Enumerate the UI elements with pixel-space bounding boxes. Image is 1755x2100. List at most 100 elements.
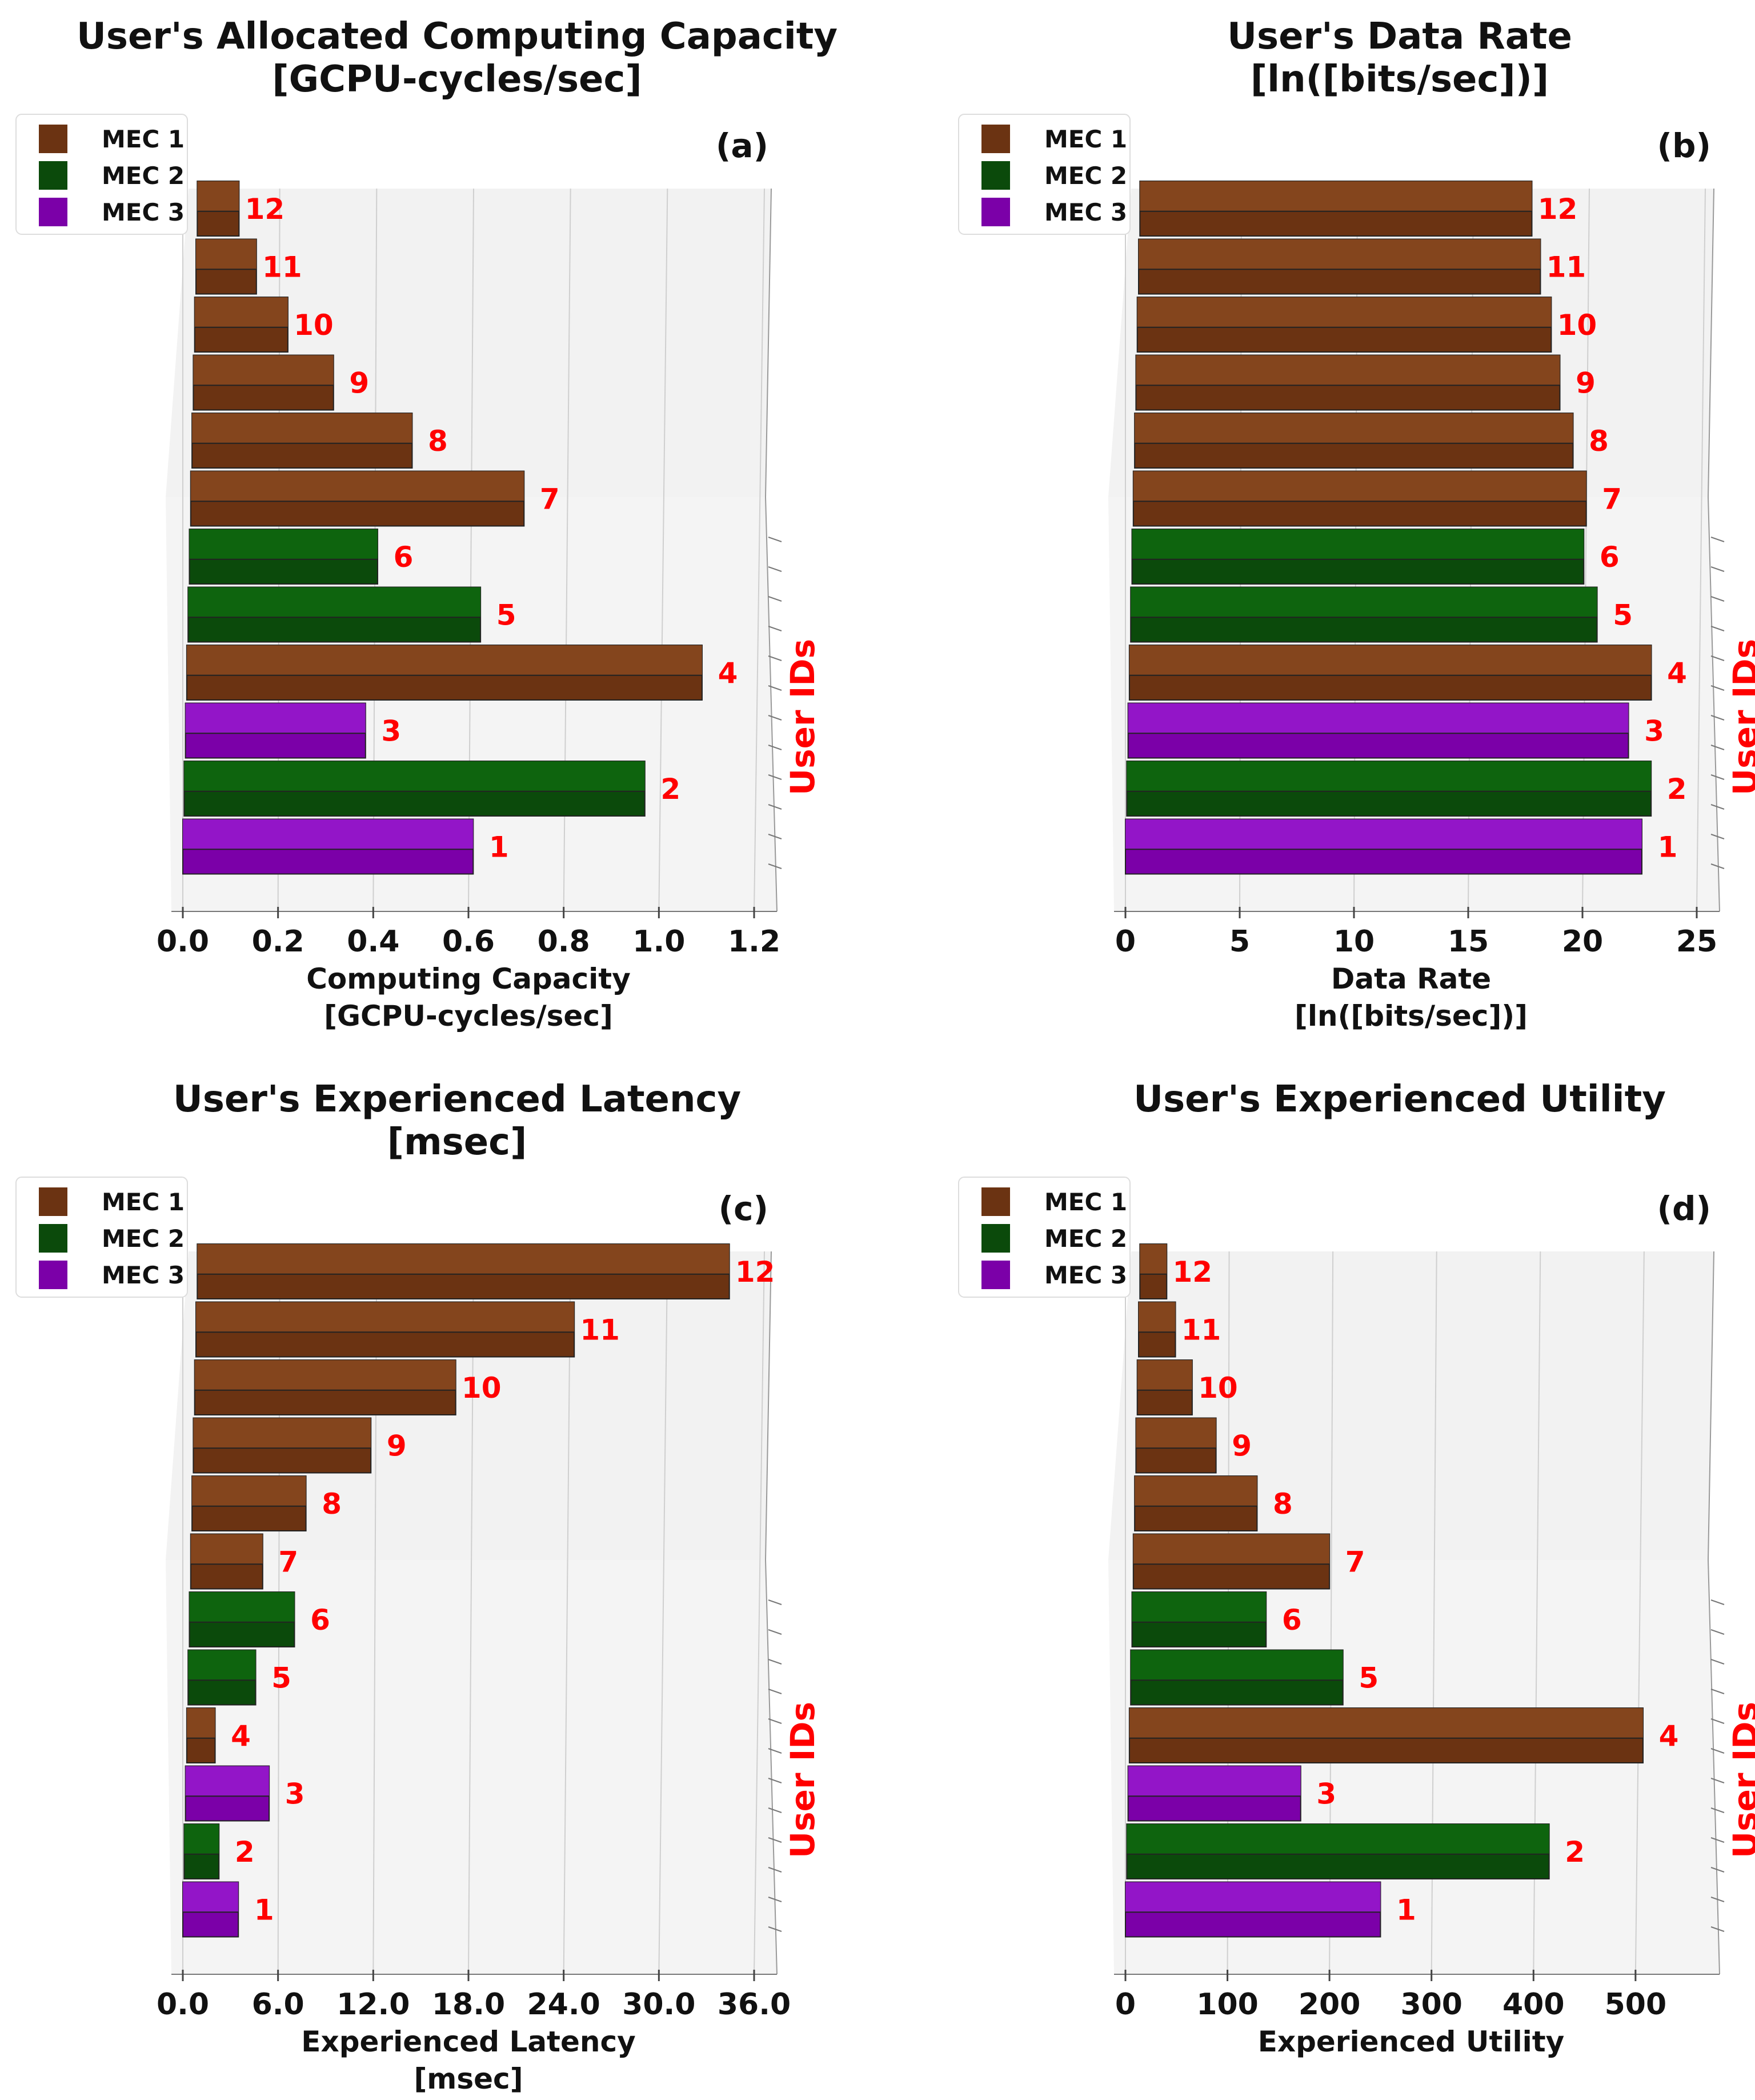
depth-tick [1710,715,1725,721]
legend-label: MEC 2 [1044,1225,1127,1253]
depth-tick [768,685,782,691]
y-axis-label: User IDs [1726,639,1755,795]
gridline-x [1634,1251,1645,1975]
chart-title-line: [ln([bits/sec])] [1251,58,1549,101]
depth-tick [768,1837,782,1843]
x-tick-label: 5 [1229,925,1250,959]
bar-user-label: 10 [1198,1371,1238,1405]
x-axis-label-line: [msec] [414,2062,523,2095]
depth-axis-line [1708,497,1720,912]
chart-title-line: [GCPU-cycles/sec] [272,58,642,101]
depth-tick [1710,1837,1725,1843]
bar-user-label: 8 [1273,1487,1293,1521]
legend-label: MEC 3 [102,1261,185,1289]
bar-top-face [1140,1244,1167,1274]
chart-panel-a: User's Allocated Computing Capacity[GCPU… [15,15,838,1033]
depth-axis-line [1708,1559,1720,1975]
bar-user-label: 1 [489,831,509,864]
depth-tick [1710,1748,1725,1754]
bar-top-face [188,587,481,618]
depth-tick [768,1629,782,1635]
depth-tick [768,834,782,839]
depth-tick [1710,804,1725,810]
bar-top-face [197,1244,730,1274]
depth-tick [768,774,782,780]
depth-tick [1710,626,1725,631]
bar-top-face [183,819,474,850]
gridline-x [1696,188,1706,912]
depth-tick [768,1778,782,1783]
depth-tick [768,804,782,810]
bar-user-label: 2 [1565,1835,1585,1869]
depth-tick [1710,834,1725,839]
bar-top-face [184,1824,219,1854]
back-pane [1108,1251,1714,1560]
bar-top-face [183,1882,239,1913]
x-tick-label: 0.4 [347,925,399,959]
x-tick-label: 0.8 [538,925,590,959]
bar-top-face [188,1650,256,1681]
bar-top-face [189,529,378,559]
depth-tick [768,1748,782,1754]
depth-tick [768,1867,782,1873]
bar-top-face [1133,1534,1330,1565]
depth-tick [768,1807,782,1813]
chart-title-line: [msec] [387,1121,527,1163]
chart-title-line: User's Data Rate [1227,15,1572,58]
bar-top-face [1132,529,1584,559]
bar-user-label: 5 [271,1662,291,1695]
bar-top-face [192,413,412,443]
depth-tick [1710,1867,1725,1873]
bar-top-face [1127,761,1652,791]
depth-axis-line [765,497,778,912]
x-tick-label: 400 [1502,1987,1565,2022]
x-tick-label: 0.6 [442,925,495,959]
depth-tick [1710,685,1725,691]
bar-user-label: 5 [496,599,516,632]
depth-tick [1710,566,1725,572]
x-tick-label: 30.0 [622,1987,695,2022]
x-tick-label: 6.0 [252,1987,304,2022]
bar-user-label: 2 [660,773,680,806]
bar-user-label: 11 [1546,251,1586,284]
legend-swatch [981,1261,1010,1289]
legend-swatch [39,1261,67,1289]
depth-tick [1710,537,1725,542]
depth-tick [1710,1629,1725,1635]
depth-tick [1710,596,1725,602]
bar-top-face [194,297,288,327]
bar-user-label: 6 [1282,1603,1302,1637]
bar-top-face [185,703,366,734]
bar-top-face [1125,1882,1381,1913]
x-tick-label: 36.0 [718,1987,791,2022]
bar-top-face [1133,471,1586,502]
gridline-x [563,1251,571,1975]
legend-label: MEC 2 [1044,162,1127,190]
bar-user-label: 7 [1602,483,1622,516]
legend-swatch [39,198,67,226]
y-axis-label: User IDs [783,639,822,795]
bar-user-label: 2 [235,1835,255,1869]
depth-tick [1710,774,1725,780]
depth-tick [768,626,782,631]
legend-label: MEC 3 [1044,198,1127,226]
depth-axis-line [1708,188,1714,498]
depth-axis-line [765,1251,772,1561]
x-tick-label: 20 [1562,925,1603,959]
bar-user-label: 9 [349,367,369,400]
bar-top-face [1131,587,1597,618]
legend-swatch [981,1224,1010,1253]
depth-tick [768,1718,782,1724]
legend-swatch [981,125,1010,153]
bar-top-face [1129,1708,1644,1738]
legend-swatch [39,1187,67,1216]
x-tick-label: 24.0 [527,1987,600,2022]
x-tick-label: 0 [1115,925,1136,959]
bar-user-label: 3 [1644,715,1664,748]
depth-tick [768,596,782,602]
bar-user-label: 1 [254,1894,274,1927]
bar-top-face [1135,413,1573,443]
legend-label: MEC 1 [1044,1188,1127,1216]
bar-user-label: 2 [1667,773,1687,806]
bar-user-label: 10 [294,309,334,342]
